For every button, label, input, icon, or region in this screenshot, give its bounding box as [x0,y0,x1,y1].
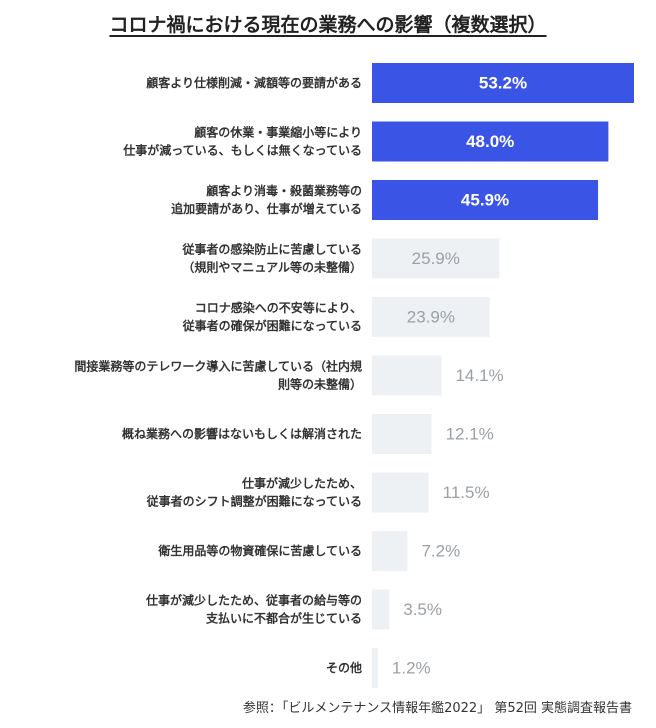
bar [372,648,378,688]
category-label: 間接業務等のテレワーク導入に苦慮している（社内規 [74,359,362,374]
bar [372,472,429,513]
category-label: 仕事が減少したため、従事者の給与等の [145,593,362,608]
category-label: （規則やマニュアル等の未整備） [182,260,362,275]
category-label: 則等の未整備） [277,377,362,392]
bar [372,414,432,454]
data-label: 3.5% [403,600,442,619]
category-label: 衛生用品等の物資確保に苦慮している [157,543,362,558]
category-label: 従事者の確保が困難になっている [182,318,362,333]
bar [372,238,500,279]
category-label: 顧客の休業・事業縮小等により [194,125,362,140]
chart-title-text: コロナ禍における現在の業務への影響（複数選択） [109,14,547,36]
data-label: 23.9% [407,308,455,327]
category-label: 追加要請があり、仕事が増えている [171,201,362,216]
data-label: 1.2% [392,659,431,678]
category-label: その他 [326,660,362,675]
data-label: 53.2% [479,74,527,93]
data-label: 48.0% [466,132,514,151]
category-label: 支払いに不都合が生じている [205,611,362,626]
category-label: 顧客より消毒・殺菌業務等の [206,183,362,198]
category-label: 仕事が減っている、もしくは無くなっている [122,143,362,158]
data-label: 7.2% [421,542,460,561]
category-label: 従事者の感染防止に苦慮している [181,242,362,257]
bar [372,589,390,630]
bar [372,297,490,337]
category-label: 従事者のシフト調整が困難になっている [146,494,362,509]
bar [372,121,609,162]
bar [372,355,442,396]
bar [372,63,634,103]
category-label: 仕事が減少したため、 [241,476,362,491]
data-label: 25.9% [412,249,460,268]
bar [372,531,408,571]
data-label: 12.1% [446,425,494,444]
category-label: 顧客より仕様削減・減額等の要請がある [146,75,362,90]
data-label: 45.9% [461,191,509,210]
source-note: 参照：「ビルメンテナンス情報年鑑2022」 第52回 実態調査報告書 [242,701,632,716]
data-label: 14.1% [455,366,503,385]
data-label: 11.5% [443,483,490,502]
category-label: コロナ感染への不安等により、 [195,300,362,315]
bar [372,180,599,220]
chart-title: コロナ禍における現在の業務への影響（複数選択） [0,10,656,37]
bar-chart: 顧客より仕様削減・減額等の要請がある 53.2% 顧客の休業・事業縮小等により仕事が… [74,63,634,688]
category-label: 概ね業務への影響はないもしくは解消された [122,426,362,441]
